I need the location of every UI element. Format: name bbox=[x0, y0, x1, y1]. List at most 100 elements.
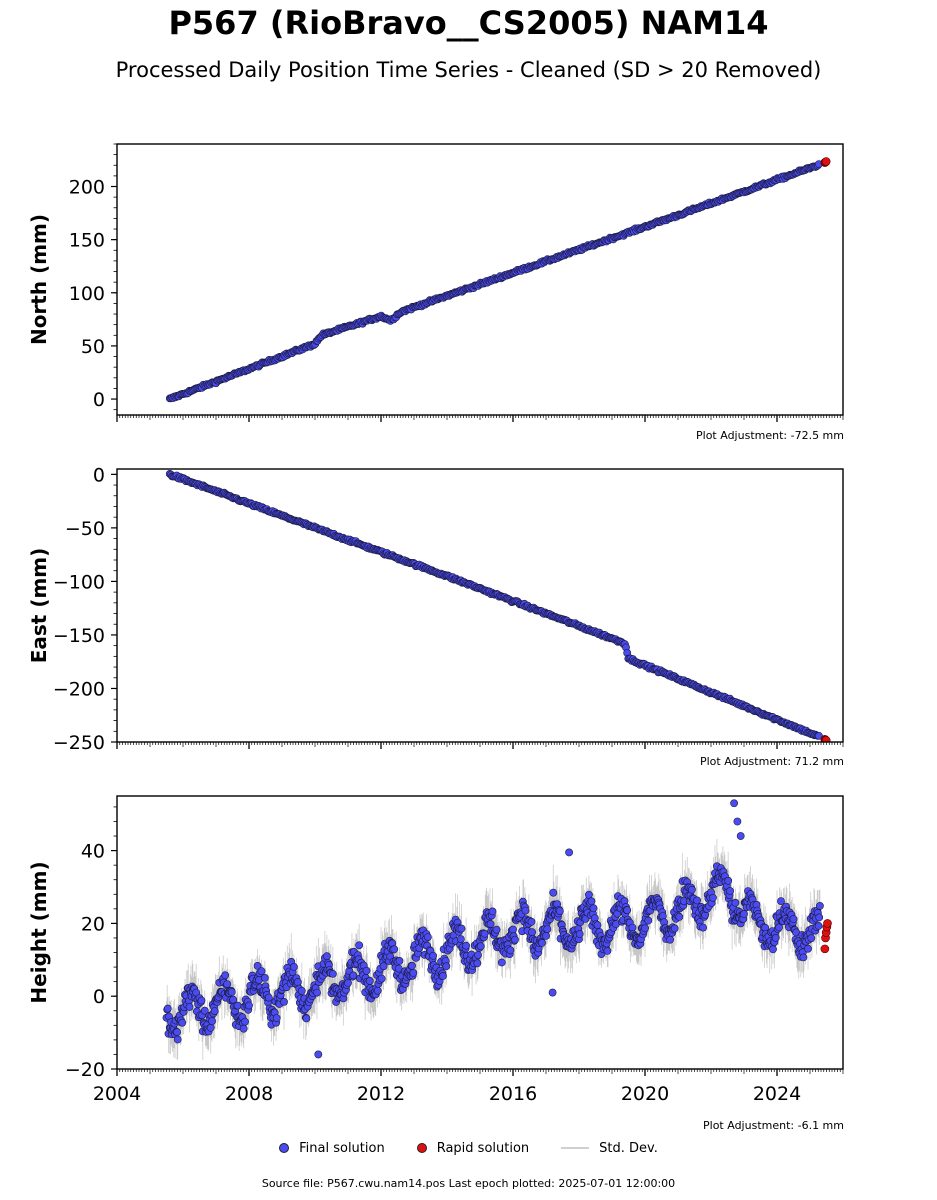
rapid-solution-marker-icon bbox=[416, 1143, 427, 1153]
legend-label-rapid: Rapid solution bbox=[436, 1140, 530, 1156]
final-solution-point bbox=[439, 972, 447, 980]
final-solution-point bbox=[328, 970, 337, 978]
final-solution-point bbox=[260, 974, 269, 982]
final-solution-point bbox=[814, 922, 823, 930]
final-solution-point bbox=[280, 998, 288, 1006]
y-tick-label: 40 bbox=[81, 841, 105, 863]
final-solution-point bbox=[293, 978, 302, 986]
final-solution-point bbox=[693, 896, 701, 905]
final-solution-point bbox=[355, 941, 364, 950]
final-solution-point bbox=[423, 933, 432, 941]
final-solution-point bbox=[227, 988, 236, 996]
final-solution-point bbox=[163, 1004, 172, 1013]
final-solution-point bbox=[641, 924, 649, 933]
rapid-solution-point bbox=[821, 157, 831, 166]
height-plot-adjustment: Plot Adjustment: -6.1 mm bbox=[703, 1119, 844, 1132]
final-solution-point bbox=[395, 957, 404, 965]
y-tick-label: 20 bbox=[81, 913, 105, 935]
final-solution-point bbox=[731, 898, 740, 907]
final-solution-point bbox=[173, 1028, 181, 1036]
page-subtitle: Processed Daily Position Time Series - C… bbox=[115, 58, 822, 82]
final-solution-point bbox=[543, 925, 552, 933]
final-solution-point bbox=[233, 1001, 242, 1010]
final-solution-point bbox=[492, 925, 501, 934]
final-solution-point bbox=[264, 993, 273, 1002]
final-solution-point bbox=[208, 1017, 216, 1026]
y-tick-label: 150 bbox=[69, 230, 105, 252]
final-solution-point bbox=[593, 921, 602, 929]
x-tick-label: 2020 bbox=[621, 1083, 669, 1105]
final-solution-point bbox=[200, 1006, 209, 1015]
final-solution-point bbox=[644, 916, 653, 925]
final-solution-point bbox=[740, 910, 748, 918]
std-dev-line-icon bbox=[561, 1147, 590, 1149]
final-solution-point bbox=[349, 971, 358, 980]
north-axis-label: North (mm) bbox=[27, 214, 51, 345]
legend-item-rapid: Rapid solution bbox=[416, 1140, 530, 1156]
final-solution-point bbox=[302, 1014, 311, 1023]
final-solution-point bbox=[775, 923, 783, 932]
final-solution-point bbox=[799, 953, 808, 962]
y-tick-label: 200 bbox=[69, 177, 105, 199]
x-tick-label: 2004 bbox=[93, 1083, 141, 1105]
final-solution-point bbox=[197, 996, 206, 1005]
final-solution-point bbox=[313, 988, 321, 997]
final-solution-point bbox=[509, 925, 517, 934]
y-tick-label: 100 bbox=[69, 283, 105, 305]
final-solution-point bbox=[589, 904, 598, 913]
east-plot-adjustment: Plot Adjustment: 71.2 mm bbox=[699, 755, 844, 768]
north-plot-adjustment: Plot Adjustment: -72.5 mm bbox=[696, 429, 844, 442]
final-solution-point bbox=[178, 1018, 187, 1027]
final-solution-point bbox=[257, 967, 266, 976]
legend-label-stddev: Std. Dev. bbox=[599, 1140, 658, 1156]
y-tick-label: −200 bbox=[53, 678, 105, 700]
y-tick-label: −20 bbox=[65, 1059, 105, 1081]
east-panel: 0 −50 −100 −150 −200 −250 East (mm) bbox=[27, 464, 844, 754]
final-solution-point bbox=[675, 913, 684, 921]
final-solution-point bbox=[506, 946, 515, 955]
east-final-points bbox=[165, 469, 823, 740]
final-solution-point bbox=[408, 961, 416, 970]
final-solution-point bbox=[173, 1035, 182, 1044]
final-solution-point bbox=[670, 924, 679, 933]
final-solution-point bbox=[789, 915, 798, 923]
rapid-solution-point bbox=[820, 944, 830, 954]
final-solution-point bbox=[565, 848, 573, 857]
final-solution-point bbox=[807, 934, 816, 943]
final-solution-point bbox=[736, 832, 745, 840]
final-solution-point bbox=[769, 945, 777, 954]
final-solution-point bbox=[473, 959, 482, 968]
final-solution-point bbox=[587, 897, 596, 906]
final-solution-point bbox=[724, 876, 733, 885]
final-solution-point bbox=[699, 923, 707, 932]
final-solution-point bbox=[241, 1017, 249, 1026]
final-solution-point bbox=[456, 935, 465, 943]
final-solution-point bbox=[462, 941, 470, 950]
final-solution-point bbox=[429, 951, 437, 960]
final-solution-point bbox=[777, 897, 785, 905]
final-solution-point bbox=[289, 963, 298, 971]
final-solution-point bbox=[709, 893, 717, 902]
final-solution-point bbox=[442, 962, 451, 971]
final-solution-point bbox=[726, 887, 734, 895]
final-solution-point bbox=[628, 923, 637, 932]
final-solution-point bbox=[206, 1023, 215, 1032]
final-solution-point bbox=[488, 907, 497, 916]
final-solution-point bbox=[373, 986, 382, 995]
final-solution-point bbox=[603, 947, 612, 955]
final-solution-point bbox=[185, 1003, 194, 1011]
final-solution-point bbox=[688, 885, 696, 894]
final-solution-point bbox=[223, 980, 232, 988]
legend: Final solution Rapid solution Std. Dev. bbox=[0, 1138, 937, 1158]
final-solution-point bbox=[527, 917, 536, 926]
y-tick-label: 0 bbox=[93, 464, 105, 486]
final-solution-point bbox=[511, 935, 519, 944]
north-panel: 0 50 100 150 200 North (mm) bbox=[27, 143, 844, 422]
source-note: Source file: P567.cwu.nam14.pos Last epo… bbox=[261, 1177, 676, 1190]
height-panel: −20 0 20 40 2004 2008 2012 2016 2020 2024 Height (… bbox=[27, 795, 844, 1105]
y-tick-label: 0 bbox=[93, 986, 105, 1008]
final-solution-point bbox=[239, 1024, 248, 1033]
y-tick-label: −50 bbox=[65, 518, 105, 540]
final-solution-point bbox=[344, 979, 352, 987]
final-solution-point bbox=[730, 799, 738, 808]
